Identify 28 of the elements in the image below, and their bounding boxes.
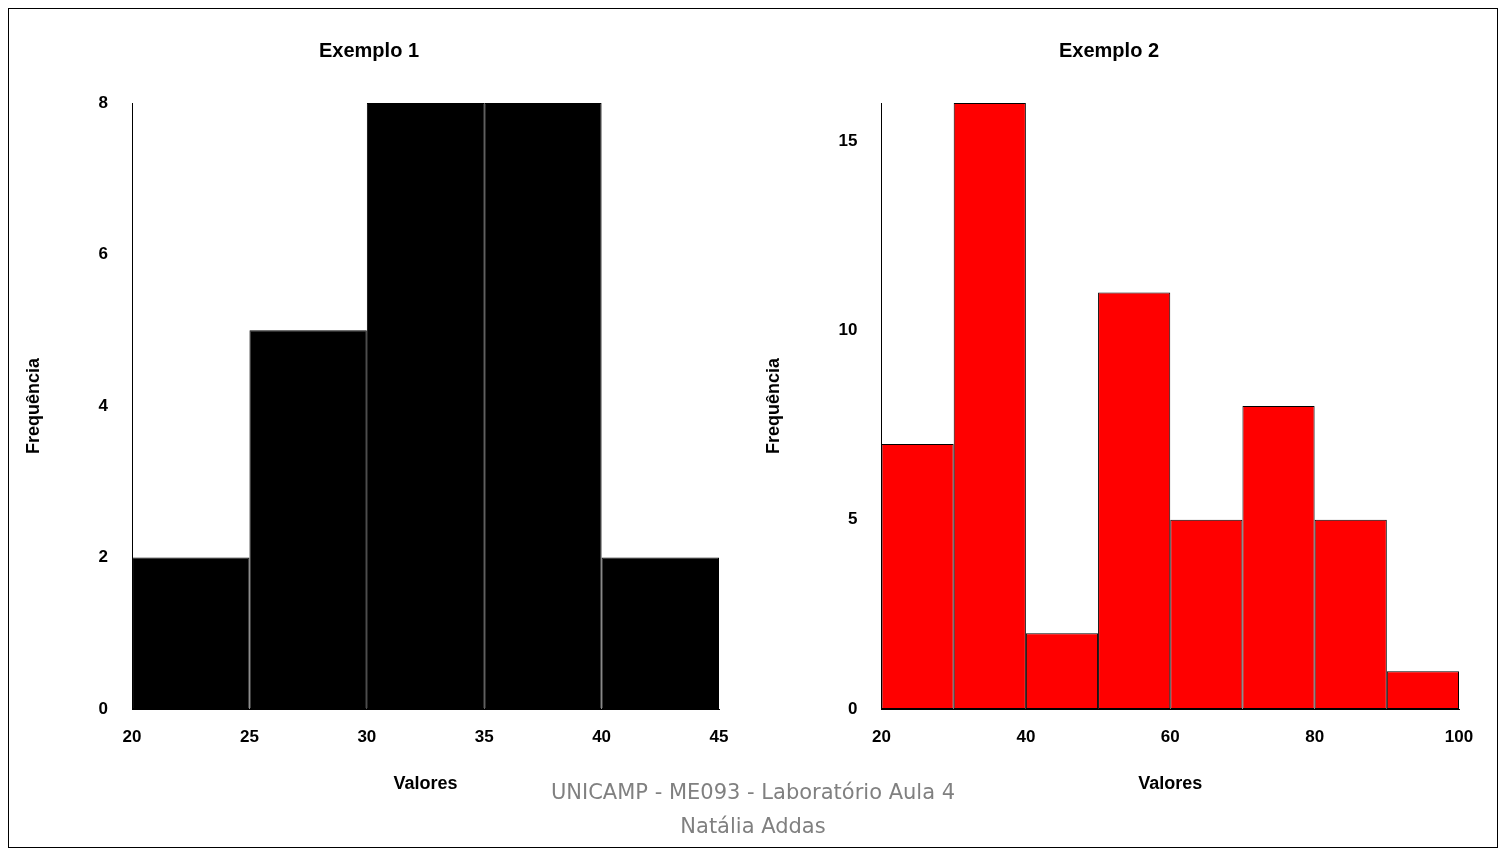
text: UNICAMP - ME093 - Laboratório Aula 4: [550, 780, 956, 804]
text: Natália Addas: [679, 813, 827, 840]
x-tick-label: 20: [872, 726, 891, 746]
y-tick-label: 15: [838, 130, 858, 150]
y-tick-label: 4: [98, 395, 109, 415]
x-axis-title: Valores: [393, 773, 458, 794]
x-tick-label: 20: [122, 726, 142, 746]
x-tick-label: 40: [592, 726, 612, 746]
y-tick-label: 8: [98, 92, 109, 112]
y-tick-label: 2: [98, 547, 109, 567]
chart-title: Exemplo 1: [318, 38, 420, 61]
y-axis-title: Frequência: [22, 357, 43, 455]
x-tick-label: 30: [357, 726, 377, 746]
chart-title: Exemplo 2: [1058, 38, 1160, 61]
y-tick-label: 5: [848, 509, 858, 529]
x-tick-label: 40: [1016, 726, 1036, 746]
x-tick-label: 25: [239, 726, 259, 746]
x-tick-label: 35: [474, 726, 494, 746]
x-tick-label: 45: [709, 726, 729, 746]
y-tick-label: 0: [98, 698, 109, 718]
y-tick-label: 10: [838, 319, 858, 339]
x-tick-label: 80: [1305, 726, 1325, 746]
x-tick-label: 100: [1444, 726, 1474, 746]
y-tick-label: 0: [848, 698, 858, 718]
y-axis-title: Frequência: [762, 357, 783, 455]
x-axis-title: Valores: [1138, 773, 1203, 794]
y-tick-label: 6: [98, 244, 109, 264]
x-tick-label: 60: [1160, 726, 1180, 746]
